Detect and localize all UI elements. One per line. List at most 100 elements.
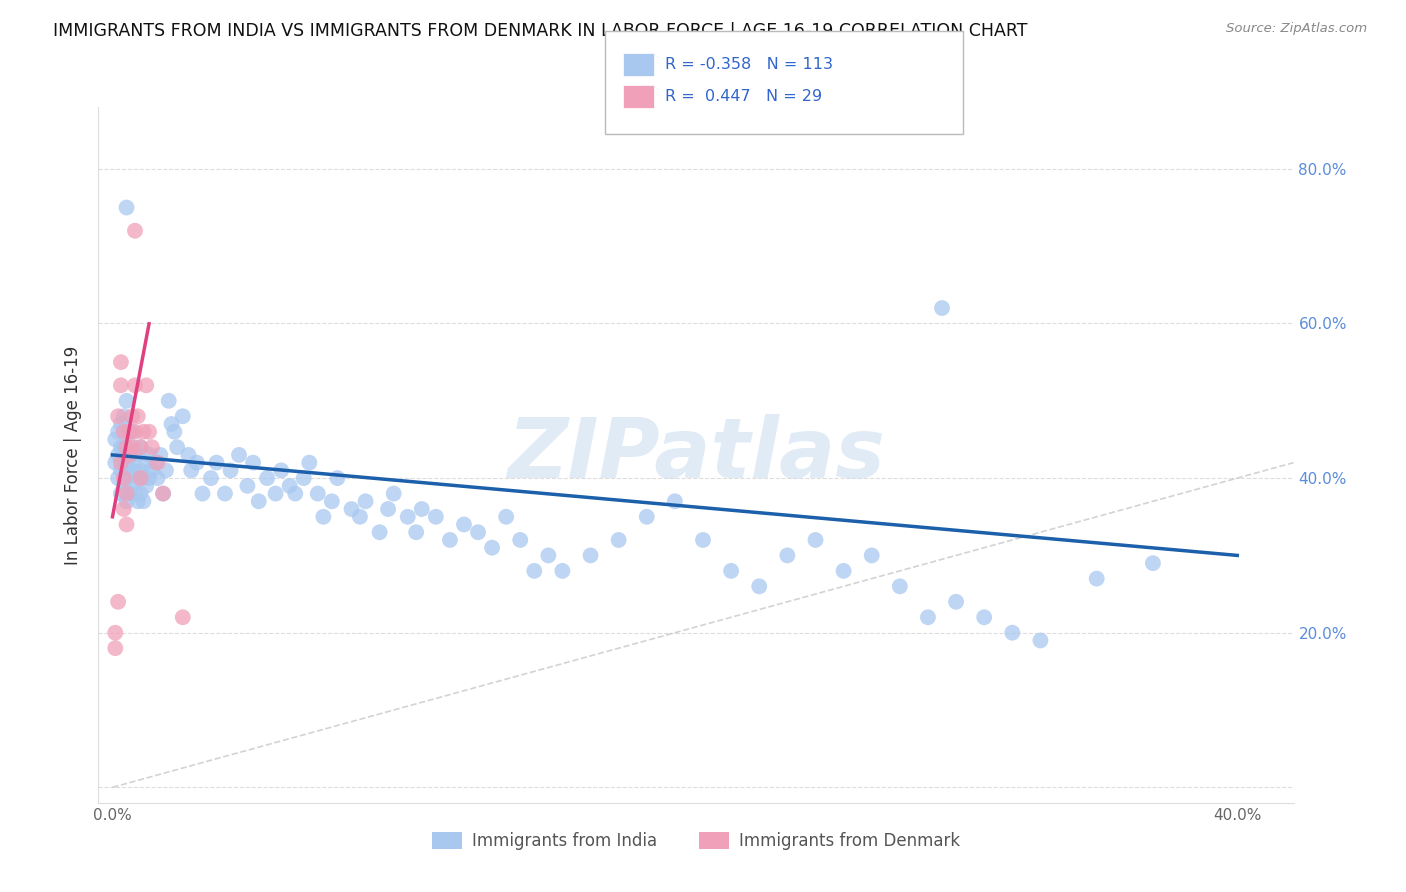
Point (112, 409, 135, 424)
Point (121, 409, 143, 424)
Point (439, 533, 461, 547)
Point (636, 509, 658, 524)
Text: ZIPatlas: ZIPatlas (508, 415, 884, 495)
Point (579, 549, 602, 563)
Point (124, 463, 146, 477)
Point (115, 440, 138, 454)
Point (112, 456, 135, 470)
Point (110, 355, 132, 369)
Point (146, 471, 169, 485)
Point (219, 463, 242, 477)
Point (776, 549, 799, 563)
Point (396, 509, 419, 524)
Point (163, 425, 186, 439)
Point (160, 417, 183, 431)
Point (146, 456, 169, 470)
Point (889, 579, 911, 593)
Legend: Immigrants from India, Immigrants from Denmark: Immigrants from India, Immigrants from D… (426, 826, 966, 857)
Point (115, 393, 138, 408)
Point (127, 448, 149, 462)
Point (118, 448, 141, 462)
Point (104, 456, 127, 470)
Point (129, 440, 152, 454)
Point (973, 610, 995, 624)
Point (307, 486, 329, 500)
Point (107, 409, 129, 424)
Point (349, 509, 371, 524)
Point (425, 509, 447, 524)
Point (191, 486, 214, 500)
Point (115, 201, 138, 215)
Point (200, 471, 222, 485)
Point (180, 463, 202, 477)
Point (945, 595, 967, 609)
Point (118, 425, 141, 439)
Point (110, 486, 132, 500)
Point (121, 463, 143, 477)
Point (748, 579, 770, 593)
Point (110, 378, 132, 392)
Point (112, 440, 135, 454)
Point (121, 440, 143, 454)
Point (411, 502, 433, 516)
Point (115, 440, 138, 454)
Point (127, 471, 149, 485)
Point (453, 517, 475, 532)
Point (264, 486, 287, 500)
Point (129, 471, 152, 485)
Point (115, 486, 138, 500)
Point (115, 456, 138, 470)
Point (107, 471, 129, 485)
Point (228, 448, 250, 462)
Point (115, 471, 138, 485)
Point (143, 456, 166, 470)
Point (110, 456, 132, 470)
Point (495, 509, 517, 524)
Point (405, 525, 427, 540)
Point (214, 486, 236, 500)
Point (172, 610, 194, 624)
Point (121, 440, 143, 454)
Point (104, 625, 127, 640)
Point (155, 463, 177, 477)
Point (256, 471, 278, 485)
Point (247, 494, 270, 508)
Point (1085, 572, 1108, 586)
Text: Source: ZipAtlas.com: Source: ZipAtlas.com (1226, 22, 1367, 36)
Point (121, 479, 143, 493)
Point (481, 541, 503, 555)
Point (129, 440, 152, 454)
Point (270, 463, 292, 477)
Point (509, 533, 531, 547)
Point (1001, 625, 1024, 640)
Point (107, 595, 129, 609)
Point (110, 417, 132, 431)
Point (112, 502, 135, 516)
Point (112, 479, 135, 493)
Point (523, 564, 546, 578)
Point (692, 533, 714, 547)
Point (135, 479, 157, 493)
Point (112, 425, 135, 439)
Point (118, 448, 141, 462)
Point (664, 494, 686, 508)
Point (110, 440, 132, 454)
Point (1142, 556, 1164, 570)
Point (112, 471, 135, 485)
Point (118, 463, 141, 477)
Point (242, 456, 264, 470)
Point (124, 224, 146, 238)
Point (138, 471, 160, 485)
Point (205, 456, 228, 470)
Point (607, 533, 630, 547)
Point (124, 425, 146, 439)
Point (129, 463, 152, 477)
Point (326, 471, 349, 485)
Point (138, 425, 160, 439)
Point (104, 433, 127, 447)
Point (129, 486, 152, 500)
Point (110, 463, 132, 477)
Point (118, 425, 141, 439)
Point (127, 494, 149, 508)
Point (118, 486, 141, 500)
